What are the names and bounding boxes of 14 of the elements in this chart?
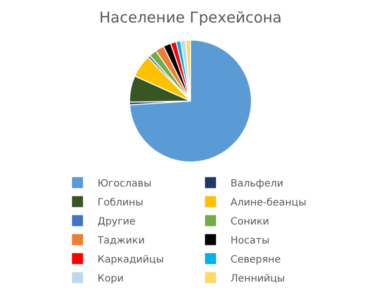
legend-label: Югославы (98, 178, 152, 190)
legend-label: Алине-беанцы (230, 198, 306, 208)
legend-label: Каркадийцы (98, 254, 164, 266)
legend-label: Соники (230, 216, 270, 228)
chart-title: Население Грехейсона (99, 8, 282, 27)
pie-slice (129, 40, 252, 162)
legend-label: Вальфели (230, 178, 284, 190)
legend-label: Другие (98, 216, 136, 228)
legend-label: Гоблины (98, 198, 144, 208)
legend-label: Носаты (230, 236, 270, 246)
legend-label: Леннийцы (230, 274, 286, 284)
legend-label: Таджики (96, 236, 145, 246)
legend-label: Кори (98, 274, 124, 284)
legend-label: Северяне (230, 254, 281, 266)
